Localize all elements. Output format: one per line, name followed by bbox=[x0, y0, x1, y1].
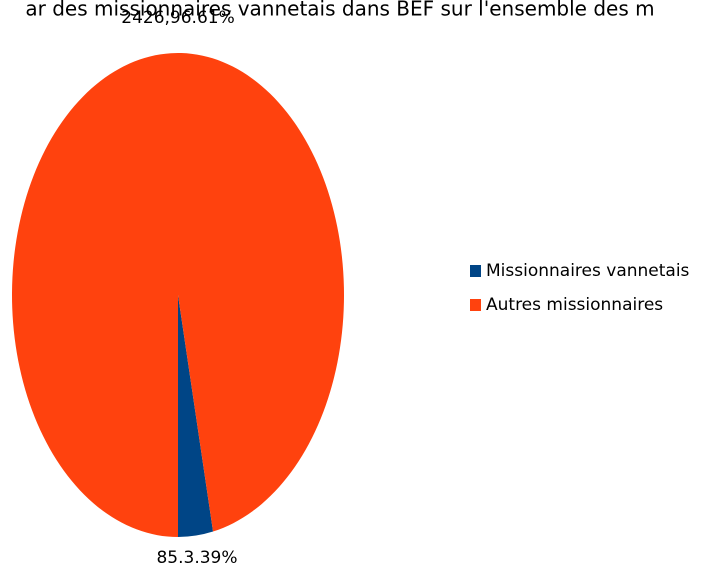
data-label: 85.3.39% bbox=[156, 548, 237, 568]
legend-label: Autres missionnaires bbox=[486, 295, 663, 315]
legend-label: Missionnaires vannetais bbox=[486, 261, 690, 281]
legend-swatch bbox=[470, 265, 481, 277]
legend-swatch bbox=[470, 299, 481, 311]
data-label: 2426,96.61% bbox=[121, 8, 235, 28]
pie-slice bbox=[11, 52, 344, 537]
pie-slice bbox=[178, 295, 214, 537]
chart-title: ar des missionnaires vannetais dans BEF … bbox=[25, 0, 654, 21]
